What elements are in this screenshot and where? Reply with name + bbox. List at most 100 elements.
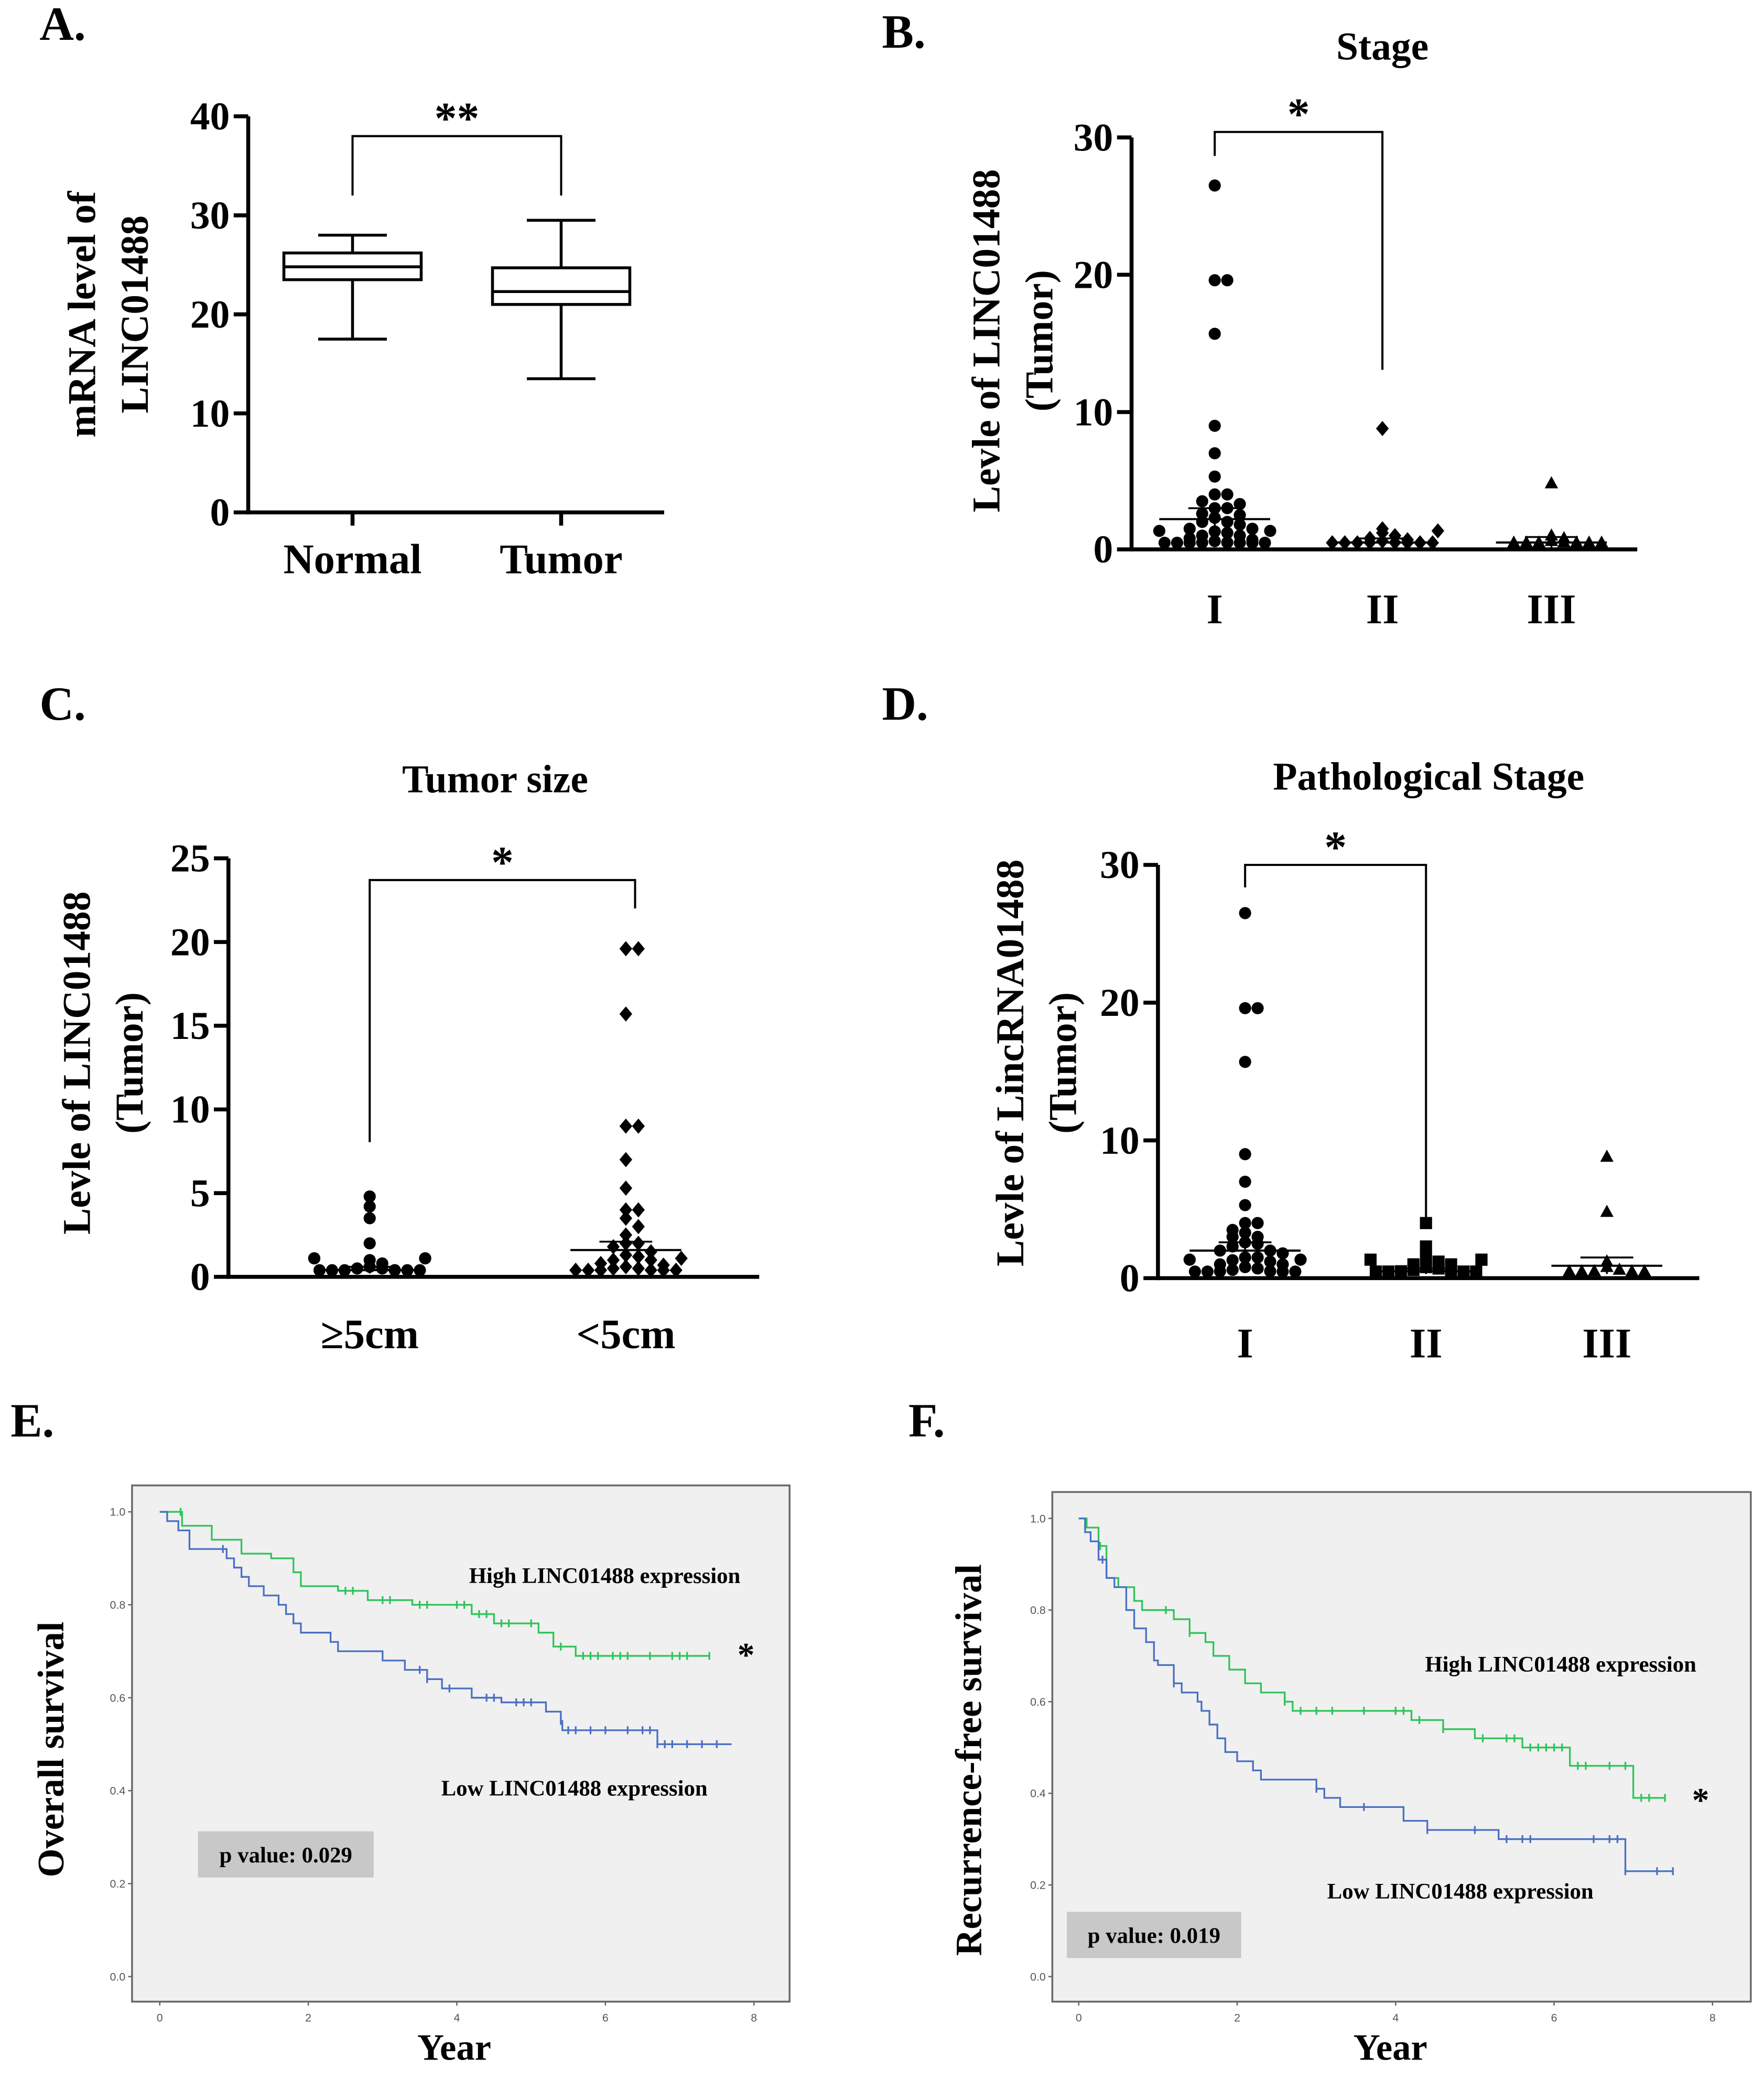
- data-point: [1625, 1264, 1639, 1277]
- data-point: [1188, 1265, 1202, 1278]
- data-point: [1239, 1199, 1251, 1211]
- x-tick-label: III: [1582, 1320, 1631, 1367]
- data-point: [1221, 488, 1233, 501]
- data-point: [1239, 1175, 1251, 1188]
- data-point: [1420, 1251, 1432, 1264]
- data-point: [1575, 1264, 1589, 1277]
- x-tick-label: 6: [1551, 2011, 1557, 2024]
- data-point: [1251, 1217, 1264, 1229]
- data-point: [1600, 1150, 1614, 1162]
- x-tick-label: 2: [1234, 2011, 1240, 2024]
- data-point: [1239, 1148, 1251, 1161]
- data-point: [619, 1152, 633, 1167]
- p-value-box: [198, 1831, 374, 1878]
- y-tick-label: 20: [190, 293, 230, 337]
- data-point: [1221, 527, 1233, 539]
- data-point: [1233, 518, 1246, 531]
- data-point: [619, 1259, 633, 1275]
- data-point: [1246, 523, 1259, 535]
- data-point: [1264, 525, 1276, 537]
- data-point: [363, 1190, 376, 1203]
- data-point: [619, 941, 633, 957]
- y-axis-label: mRNA level of: [60, 191, 104, 438]
- y-tick-label: 1.0: [1030, 1512, 1046, 1525]
- y-axis-label: LINC01488: [113, 215, 157, 414]
- data-point: [1196, 516, 1208, 528]
- panel-e: E. 0.0 0.2 0.4 0.6 0.8 1.0 0 2 4 6 8 Overall surviva…: [10, 1394, 791, 2068]
- y-tick-label: 0: [210, 491, 230, 535]
- x-tick-label: 8: [1709, 2011, 1716, 2024]
- series-III: [1551, 1150, 1663, 1277]
- x-tick-label: III: [1527, 586, 1576, 633]
- y-tick-label: 0: [190, 1255, 210, 1299]
- y-tick-label: 30: [190, 194, 230, 237]
- panel-label: A.: [40, 0, 86, 50]
- data-point: [1587, 1264, 1601, 1276]
- data-point: [1239, 1002, 1251, 1014]
- data-point: [376, 1262, 388, 1275]
- significance-asterisk: *: [1324, 822, 1347, 872]
- y-tick-label: 20: [170, 920, 210, 964]
- x-tick-label: II: [1410, 1320, 1443, 1367]
- data-point: [1264, 1255, 1276, 1268]
- data-point: [1226, 1254, 1239, 1266]
- x-tick-label: I: [1237, 1320, 1253, 1367]
- y-tick-label: 0.8: [1030, 1604, 1046, 1617]
- y-tick-label: 0.6: [110, 1692, 126, 1704]
- data-point: [1638, 1264, 1651, 1277]
- data-point: [1226, 1240, 1239, 1253]
- data-point: [1246, 536, 1259, 549]
- data-point: [1158, 536, 1171, 549]
- box-normal: [282, 233, 423, 341]
- data-point: [1196, 536, 1208, 549]
- data-point: [1407, 1264, 1420, 1276]
- data-point: [363, 1237, 376, 1250]
- legend-low-expression: Low LINC01488 expression: [1327, 1879, 1594, 1904]
- data-point: [1562, 1264, 1576, 1277]
- y-axis-label: Overall survival: [31, 1622, 72, 1878]
- data-point: [1183, 536, 1196, 549]
- data-point: [308, 1252, 321, 1265]
- data-point: [1251, 1238, 1264, 1250]
- x-tick-label: 0: [157, 2011, 163, 2024]
- data-point: [1251, 1002, 1264, 1014]
- data-point: [351, 1262, 363, 1275]
- y-tick-label: 0.4: [1030, 1787, 1046, 1800]
- x-tick-label: 2: [305, 2011, 311, 2024]
- data-point: [632, 1261, 645, 1276]
- data-point: [581, 1262, 595, 1278]
- panel-label: D.: [882, 677, 928, 730]
- data-point: [1208, 535, 1221, 547]
- y-axis-label: (Tumor): [1042, 992, 1085, 1134]
- data-point: [619, 1180, 633, 1196]
- y-axis-label: Levle of LINC01488: [965, 169, 1009, 513]
- data-point: [1196, 495, 1208, 507]
- data-point: [1208, 525, 1221, 538]
- data-point: [1420, 1240, 1432, 1253]
- data-point: [1251, 1262, 1264, 1275]
- significance-bracket: [1214, 131, 1384, 370]
- y-tick-label: 0: [1093, 528, 1113, 571]
- y-axis-label: (Tumor): [1018, 270, 1061, 411]
- x-tick-label: 0: [1076, 2011, 1082, 2024]
- data-point: [619, 1006, 633, 1022]
- data-point: [1420, 1217, 1432, 1229]
- data-point: [1221, 516, 1233, 528]
- survival-curve: [159, 1511, 732, 1746]
- chart-title: Tumor size: [402, 757, 588, 801]
- series-low-expression: [159, 1511, 732, 1749]
- data-point: [619, 1210, 633, 1226]
- chart-title: Stage: [1336, 25, 1428, 69]
- data-point: [569, 1262, 582, 1278]
- p-value-box: [1067, 1912, 1241, 1958]
- x-tick-label: <5cm: [576, 1311, 675, 1358]
- y-tick-label: 5: [190, 1172, 210, 1215]
- chart-title: Pathological Stage: [1273, 755, 1584, 798]
- y-tick-label: 10: [190, 392, 230, 436]
- y-tick-label: 20: [1100, 981, 1140, 1025]
- data-point: [1475, 1253, 1488, 1266]
- data-point: [1233, 508, 1246, 522]
- panel-b: B. Stage 0 10 20 30 Levle of LINC01488 (Tumor) I…: [882, 5, 1638, 633]
- significance-asterisk: **: [435, 94, 480, 144]
